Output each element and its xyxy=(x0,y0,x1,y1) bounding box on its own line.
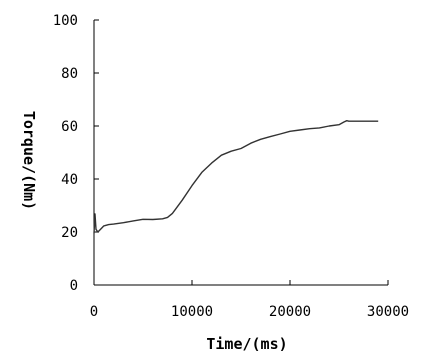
axes xyxy=(93,20,388,286)
y-axis-title: Torque/(Nm) xyxy=(20,111,38,210)
y-tick-group: 0 20 40 60 80 100 xyxy=(53,13,99,294)
torque-series-line xyxy=(93,120,379,234)
x-tick-label: 30000 xyxy=(367,304,409,320)
y-tick-label: 20 xyxy=(61,225,78,241)
x-tick-label: 20000 xyxy=(269,304,311,320)
x-axis-title: Time/(ms) xyxy=(206,335,287,353)
y-tick-label: 60 xyxy=(61,119,78,135)
y-tick-label: 0 xyxy=(70,278,78,294)
x-tick-group: 0 10000 20000 30000 xyxy=(90,280,409,320)
y-tick-label: 80 xyxy=(61,66,78,82)
y-tick-label: 40 xyxy=(61,172,78,188)
plot-area xyxy=(93,120,379,234)
x-tick-label: 10000 xyxy=(171,304,213,320)
x-tick-label: 0 xyxy=(90,304,98,320)
y-tick-label: 100 xyxy=(53,13,78,29)
